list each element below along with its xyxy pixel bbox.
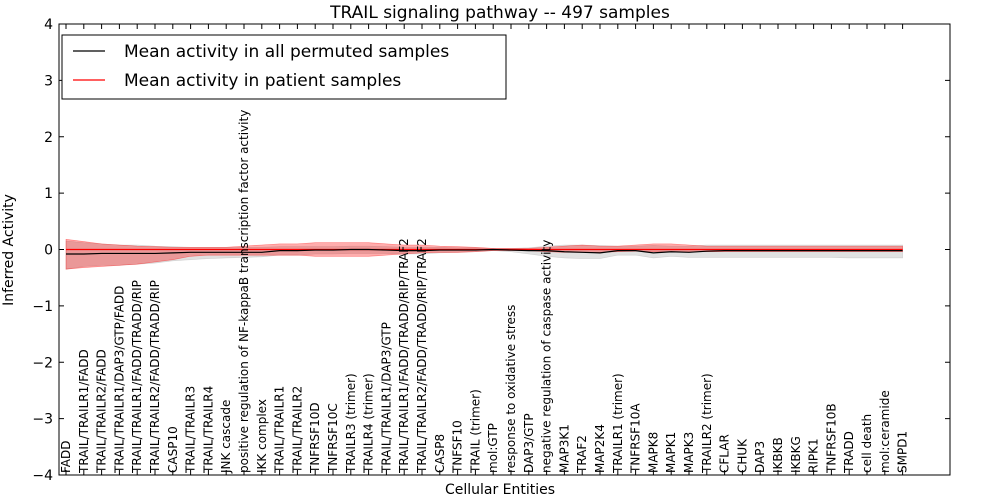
x-tick-label: TRAIL/TRAILR1/FADD/TRADD/RIP/TRAF2 bbox=[397, 238, 411, 474]
x-tick-label: TNFRSF10C bbox=[326, 403, 340, 474]
x-tick-label: mol:ceramide bbox=[878, 390, 892, 473]
x-tick-label: mol:GTP bbox=[486, 423, 500, 473]
x-tick-label: IKBKG bbox=[789, 436, 803, 473]
legend: Mean activity in all permuted samples Mea… bbox=[61, 34, 507, 100]
x-tick-label: TRAIL/TRAILR2/FADD bbox=[95, 349, 109, 474]
x-tick-label: CFLAR bbox=[718, 434, 732, 473]
x-tick-label: TRAIL/TRAILR3 bbox=[184, 386, 198, 474]
y-tick-label: 0 bbox=[44, 243, 53, 259]
x-tick-label: TNFSF10 bbox=[451, 420, 465, 474]
x-tick-label: MAPK3 bbox=[682, 432, 696, 473]
plot-frame bbox=[58, 23, 951, 476]
legend-box bbox=[61, 34, 507, 100]
y-tick-label: 4 bbox=[44, 17, 53, 33]
legend-label: Mean activity in patient samples bbox=[124, 71, 401, 91]
y-axis-label: Inferred Activity bbox=[1, 194, 17, 306]
x-tick-label: TRAIL/TRAILR2/FADD/TRADD/RIP bbox=[148, 280, 162, 474]
y-tick-label: −1 bbox=[32, 299, 53, 315]
x-tick-label: MAPK1 bbox=[664, 432, 678, 473]
x-tick-label: TNFRSF10B bbox=[824, 403, 838, 474]
x-tick-label: MAP2K4 bbox=[593, 424, 607, 473]
x-tick-label: JNK cascade bbox=[219, 400, 233, 474]
x-tick-label: TRAILR1 (trimer) bbox=[611, 373, 625, 474]
x-tick-label: FADD bbox=[59, 441, 73, 474]
x-tick-label: positive regulation of NF-kappaB transcr… bbox=[237, 110, 251, 473]
y-tick-label: 3 bbox=[44, 73, 53, 89]
x-tick-label: CHUK bbox=[735, 438, 749, 473]
x-tick-label: RIPK1 bbox=[807, 438, 821, 473]
x-tick-label: TRAILR4 (trimer) bbox=[362, 373, 376, 474]
band-permuted bbox=[65, 240, 903, 270]
x-tick-label: TRAILR3 (trimer) bbox=[344, 373, 358, 474]
y-axis-ticks: −4 −3 −2 −1 0 1 2 3 4 bbox=[32, 17, 950, 484]
x-tick-label: response to oxidative stress bbox=[504, 305, 518, 473]
x-axis-label: Cellular Entities bbox=[445, 482, 555, 498]
y-tick-label: 1 bbox=[44, 186, 53, 202]
x-tick-label: TRAF2 bbox=[575, 435, 589, 474]
x-tick-label: TRAIL/TRAILR1/FADD bbox=[77, 349, 91, 474]
x-axis-ticks: FADD TRAIL/TRAILR1/FADD TRAIL/TRAILR2/FADD… bbox=[59, 24, 910, 475]
band-patient bbox=[65, 239, 903, 270]
x-tick-label: TNFRSF10A bbox=[629, 403, 643, 474]
x-tick-label: TRAIL/TRAILR2/FADD/TRADD/RIP/TRAF2 bbox=[415, 238, 429, 474]
x-tick-label: TRAIL/TRAILR1/DAP3/GTP/FADD bbox=[112, 286, 126, 474]
series-line-permuted bbox=[66, 248, 903, 255]
x-tick-label: DAP3 bbox=[753, 441, 767, 473]
y-tick-label: −3 bbox=[32, 412, 53, 428]
x-tick-label: TRAIL/TRAILR1/DAP3/GTP bbox=[379, 322, 393, 474]
x-tick-label: TRAIL/TRAILR2 bbox=[290, 386, 304, 474]
series-lines bbox=[66, 248, 903, 255]
x-tick-label: TNFRSF10D bbox=[308, 402, 322, 474]
x-tick-label: MAP3K1 bbox=[557, 424, 571, 473]
x-tick-label: CASP10 bbox=[166, 426, 180, 473]
y-tick-label: 2 bbox=[44, 130, 53, 146]
x-tick-label: TRAILR2 (trimer) bbox=[700, 373, 714, 474]
x-tick-label: IKBKB bbox=[771, 437, 785, 473]
y-tick-label: −4 bbox=[32, 468, 53, 484]
x-tick-label: IKK complex bbox=[255, 399, 269, 473]
x-tick-label: MAPK8 bbox=[646, 432, 660, 473]
x-tick-label: CASP8 bbox=[433, 434, 447, 473]
x-tick-label: cell death bbox=[860, 414, 874, 473]
confidence-bands bbox=[65, 239, 903, 270]
x-tick-label: DAP3/GTP bbox=[522, 413, 536, 473]
x-tick-label: TRAIL/TRAILR1/FADD/TRADD/RIP bbox=[130, 280, 144, 474]
x-tick-label: TRAIL (trimer) bbox=[468, 389, 482, 474]
legend-label: Mean activity in all permuted samples bbox=[124, 42, 449, 62]
x-tick-label: TRADD bbox=[842, 431, 856, 474]
x-tick-label: TRAIL/TRAILR4 bbox=[201, 386, 215, 474]
x-tick-label: TRAIL/TRAILR1 bbox=[273, 386, 287, 474]
y-tick-label: −2 bbox=[32, 355, 53, 371]
chart-title: TRAIL signaling pathway -- 497 samples bbox=[329, 3, 670, 23]
x-tick-label: negative regulation of caspase activity bbox=[540, 240, 554, 473]
x-tick-label: SMPD1 bbox=[896, 431, 910, 473]
